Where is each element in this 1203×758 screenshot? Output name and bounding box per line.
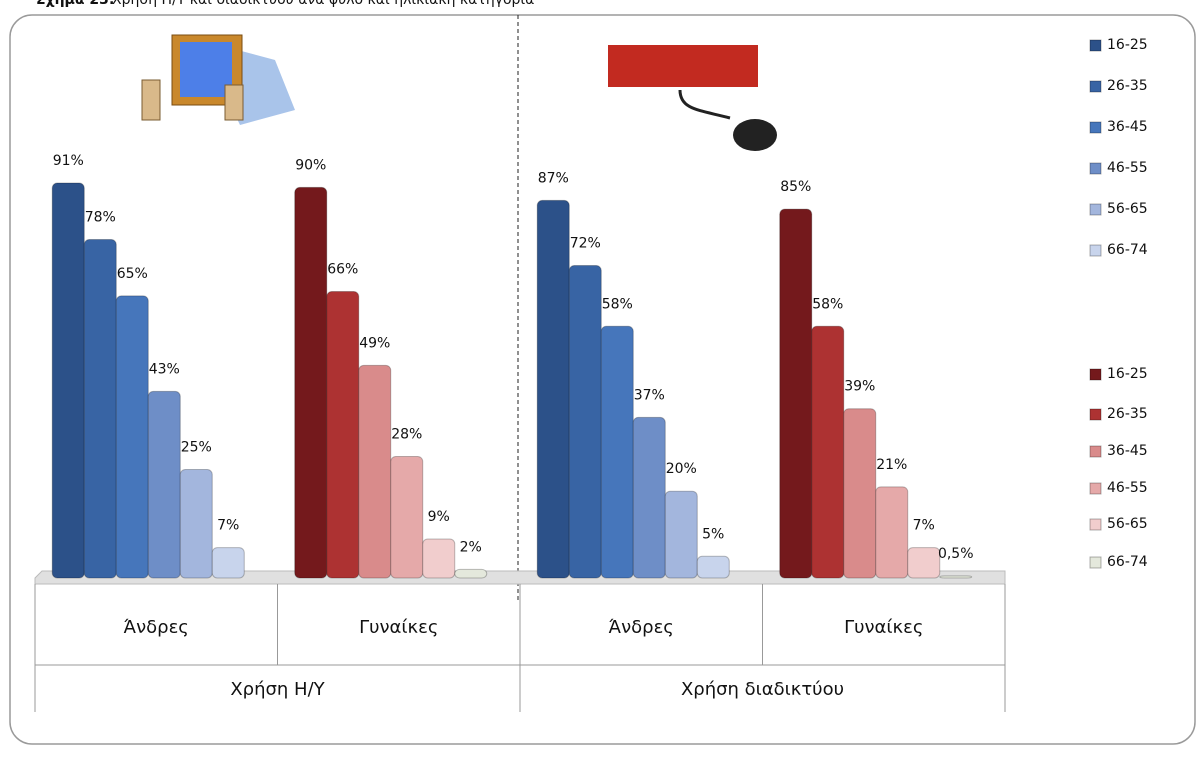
bar <box>536 199 570 579</box>
bar <box>294 186 328 579</box>
bar <box>939 575 973 579</box>
data-label: 85% <box>780 179 811 195</box>
legend-swatch <box>1089 408 1102 421</box>
bar <box>115 295 149 579</box>
frame <box>9 14 1196 745</box>
legend-label: 16-25 <box>1107 366 1148 382</box>
data-label: 39% <box>844 379 875 395</box>
bar <box>211 547 245 579</box>
legend-label: 66-74 <box>1107 242 1148 258</box>
x-tick-label: Άνδρες <box>124 617 189 638</box>
bar <box>147 390 181 579</box>
legend-label: 56-65 <box>1107 201 1148 217</box>
legend-swatch <box>1089 244 1102 257</box>
bar <box>696 555 730 579</box>
bar <box>843 408 877 579</box>
group-label: Χρήση Η/Υ <box>230 679 325 700</box>
data-label: 7% <box>913 518 935 534</box>
legend-swatch <box>1089 445 1102 458</box>
bar <box>390 455 424 579</box>
legend-label: 46-55 <box>1107 480 1148 496</box>
bar <box>600 325 634 579</box>
legend-swatch <box>1089 203 1102 216</box>
bar <box>83 238 117 579</box>
legend-label: 56-65 <box>1107 516 1148 532</box>
legend-swatch <box>1089 368 1102 381</box>
data-label: 78% <box>85 209 116 225</box>
data-label: 43% <box>149 361 180 377</box>
legend-label: 66-74 <box>1107 554 1148 570</box>
web-icon <box>608 45 777 151</box>
group-label: Χρήση διαδικτύου <box>681 679 844 700</box>
legend-label: 26-35 <box>1107 78 1148 94</box>
bar <box>664 490 698 579</box>
bar <box>811 325 845 579</box>
data-label: 58% <box>602 296 633 312</box>
bar <box>632 416 666 579</box>
floor <box>34 570 1006 585</box>
legend-label: 36-45 <box>1107 119 1148 135</box>
bar <box>326 291 360 579</box>
bar <box>907 547 941 579</box>
data-label: 25% <box>181 440 212 456</box>
bar <box>779 208 813 579</box>
x-tick-label: Γυναίκες <box>359 617 438 638</box>
x-tick-label: Άνδρες <box>609 617 674 638</box>
legend-swatch <box>1089 80 1102 93</box>
data-label: 37% <box>634 387 665 403</box>
data-label: 65% <box>117 266 148 282</box>
legend-swatch <box>1089 518 1102 531</box>
data-label: 90% <box>295 157 326 173</box>
data-label: 7% <box>217 518 239 534</box>
data-label: 91% <box>53 153 84 169</box>
data-label: 49% <box>359 335 390 351</box>
data-label: 21% <box>876 457 907 473</box>
chart-title: Χρήση Η/Υ και διαδικτύου ανά φύλο και ηλ… <box>112 0 534 8</box>
data-label: 28% <box>391 426 422 442</box>
x-tick-label: Γυναίκες <box>844 617 923 638</box>
legend-swatch <box>1089 482 1102 495</box>
legend-swatch <box>1089 39 1102 52</box>
legend-swatch <box>1089 162 1102 175</box>
bar <box>358 364 392 579</box>
legend-label: 26-35 <box>1107 406 1148 422</box>
legend-label: 46-55 <box>1107 160 1148 176</box>
data-label: 72% <box>570 236 601 252</box>
data-label: 2% <box>460 539 482 555</box>
data-label: 87% <box>538 170 569 186</box>
bar <box>179 469 213 579</box>
data-label: 20% <box>666 461 697 477</box>
legend-label: 16-25 <box>1107 37 1148 53</box>
data-label: 9% <box>428 509 450 525</box>
data-label: 66% <box>327 262 358 278</box>
legend-swatch <box>1089 556 1102 569</box>
figure-label: Σχήμα 23: <box>36 0 114 8</box>
legend-label: 36-45 <box>1107 443 1148 459</box>
bar <box>875 486 909 579</box>
legend-swatch <box>1089 121 1102 134</box>
bar <box>454 568 488 579</box>
computer-icon <box>141 34 295 125</box>
data-label: 0,5% <box>938 546 974 562</box>
bar <box>422 538 456 579</box>
bar <box>51 182 85 579</box>
bar <box>568 265 602 579</box>
data-label: 5% <box>702 526 724 542</box>
data-label: 58% <box>812 296 843 312</box>
